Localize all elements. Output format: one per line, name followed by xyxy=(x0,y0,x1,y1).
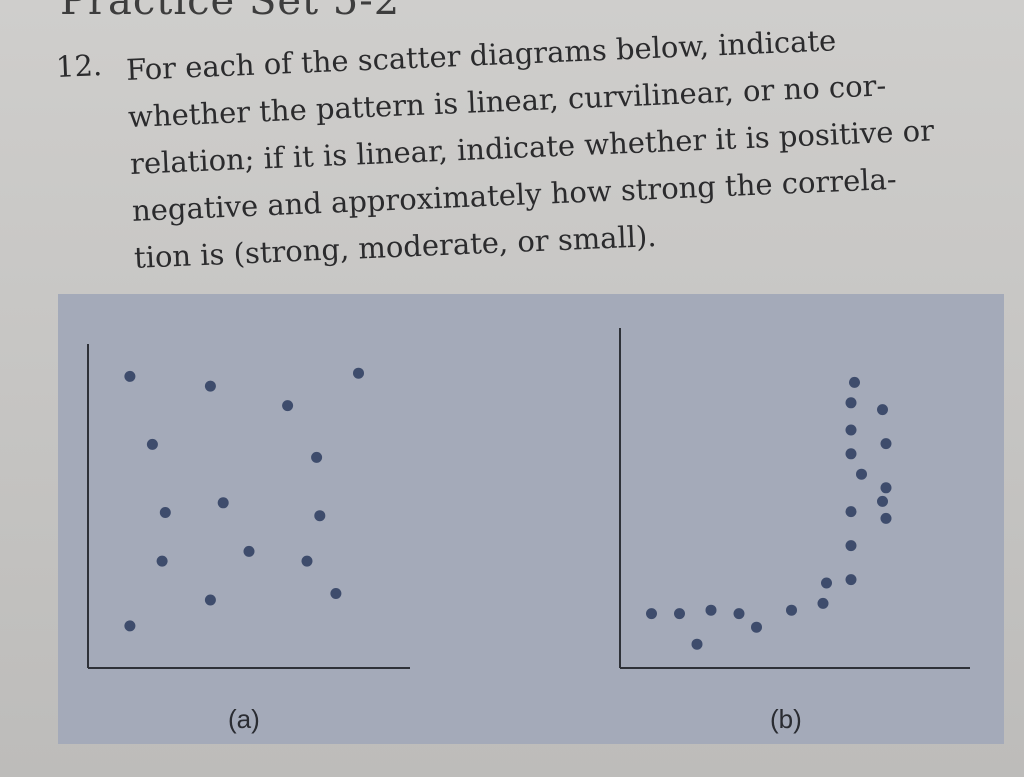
scatter-point-b xyxy=(880,512,892,524)
scatter-point-a xyxy=(156,555,168,567)
scatter-point-b xyxy=(821,577,832,589)
scatter-point-b xyxy=(751,621,762,633)
scatter-point-b xyxy=(845,506,857,518)
scatter-point-a xyxy=(330,588,342,599)
scatter-point-a xyxy=(124,370,136,382)
scatter-point-b xyxy=(674,608,685,620)
scatter-point-b xyxy=(880,438,892,450)
problem-number: 12. xyxy=(55,48,103,84)
figure-label-b: (b) xyxy=(770,704,802,734)
scatter-point-b xyxy=(845,424,857,436)
scatter-point-b xyxy=(845,397,857,409)
scatter-point-a xyxy=(204,594,216,606)
scatter-point-b xyxy=(877,404,888,416)
scatter-point-a xyxy=(159,507,171,518)
scatter-point-a xyxy=(204,380,216,392)
figure-panel: (a) (b) xyxy=(58,294,1004,744)
scatter-point-a xyxy=(217,497,229,509)
scatter-point-a xyxy=(243,545,255,557)
scatter-point-b xyxy=(845,574,857,586)
scatter-point-a xyxy=(314,510,326,522)
page-header: Practice Set 5-2 xyxy=(60,0,401,24)
scatter-point-a xyxy=(311,451,323,463)
figure-label-a: (a) xyxy=(228,704,260,734)
scatter-point-b xyxy=(845,540,857,552)
scatter-point-a xyxy=(301,555,313,567)
scatter-point-b xyxy=(705,604,717,616)
scatter-point-b xyxy=(733,608,745,620)
scatter-point-b xyxy=(691,638,703,650)
scatter-point-a xyxy=(146,438,158,450)
scatter-point-b xyxy=(856,468,867,480)
scatter-point-a xyxy=(282,400,294,412)
scatter-point-b xyxy=(646,608,657,620)
scatter-point-b xyxy=(817,597,829,609)
scatter-point-b xyxy=(849,376,860,388)
scatter-point-a xyxy=(124,620,136,632)
scatter-figures xyxy=(87,328,970,669)
scatter-plot-b xyxy=(619,328,970,669)
problem-text: For each of the scatter diagrams below, … xyxy=(125,11,994,282)
scatter-point-b xyxy=(877,495,888,507)
scatter-point-b xyxy=(786,604,797,616)
scatter-point-a xyxy=(353,367,364,379)
scatter-point-b xyxy=(845,448,857,460)
scatter-point-b xyxy=(880,482,892,494)
scatter-plot-a xyxy=(87,344,410,669)
